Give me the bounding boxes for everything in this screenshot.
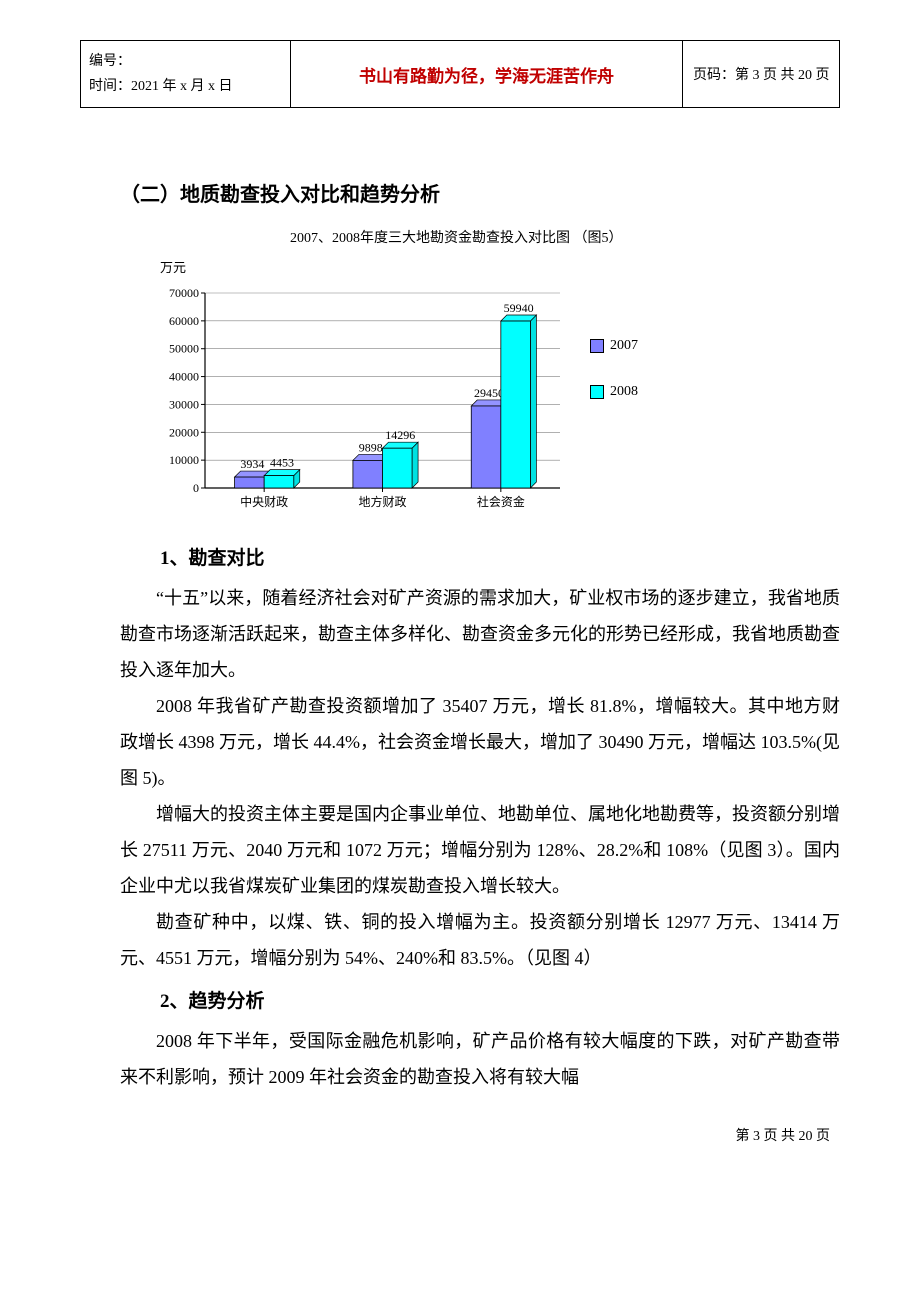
header-box: 编号： 时间：2021 年 x 月 x 日 书山有路勤为径，学海无涯苦作舟 页码…: [80, 40, 840, 108]
footer-page-number: 第 3 页 共 20 页: [80, 1125, 840, 1145]
svg-text:30000: 30000: [169, 397, 199, 411]
paragraph: 2008 年我省矿产勘查投资额增加了 35407 万元，增长 81.8%，增幅较…: [120, 688, 840, 796]
header-center: 书山有路勤为径，学海无涯苦作舟: [291, 41, 683, 107]
chart-body: 0 10000 20000 30000 40000 50000 60000 70000 3934…: [150, 278, 840, 523]
legend-label: 2008: [610, 384, 638, 400]
svg-text:中央财政: 中央财政: [240, 494, 288, 509]
document-page: 编号： 时间：2021 年 x 月 x 日 书山有路勤为径，学海无涯苦作舟 页码…: [0, 0, 920, 1185]
legend-item: 2007: [590, 338, 638, 354]
subheading-2: 2、趋势分析: [160, 986, 840, 1013]
svg-text:59940: 59940: [504, 301, 534, 315]
header-serial: 编号：: [89, 49, 282, 74]
legend-swatch: [590, 385, 604, 399]
legend-swatch: [590, 339, 604, 353]
chart-legend: 2007 2008: [590, 338, 638, 430]
header-time: 时间：2021 年 x 月 x 日: [89, 74, 282, 99]
svg-text:50000: 50000: [169, 342, 199, 356]
chart-unit-label: 万元: [160, 257, 840, 276]
bar-chart-svg: 0 10000 20000 30000 40000 50000 60000 70000 3934…: [150, 278, 570, 518]
svg-text:0: 0: [193, 481, 199, 495]
paragraph: 勘查矿种中，以煤、铁、铜的投入增幅为主。投资额分别增长 12977 万元、134…: [120, 904, 840, 976]
legend-item: 2008: [590, 384, 638, 400]
svg-text:40000: 40000: [169, 370, 199, 384]
chart-title: 2007、2008年度三大地勘资金勘查投入对比图 （图5）: [290, 227, 840, 247]
svg-text:地方财政: 地方财政: [358, 494, 406, 509]
svg-text:10000: 10000: [169, 453, 199, 467]
svg-text:29450: 29450: [474, 386, 504, 400]
paragraph: 2008 年下半年，受国际金融危机影响，矿产品价格有较大幅度的下跌，对矿产勘查带…: [120, 1023, 840, 1095]
paragraph: 增幅大的投资主体主要是国内企事业单位、地勘单位、属地化地勘费等，投资额分别增长 …: [120, 796, 840, 904]
svg-text:60000: 60000: [169, 314, 199, 328]
svg-text:社会资金: 社会资金: [477, 494, 525, 509]
svg-text:20000: 20000: [169, 425, 199, 439]
subheading-1: 1、勘查对比: [160, 543, 840, 570]
header-left: 编号： 时间：2021 年 x 月 x 日: [81, 41, 291, 107]
paragraph: “十五”以来，随着经济社会对矿产资源的需求加大，矿业权市场的逐步建立，我省地质勘…: [120, 580, 840, 688]
svg-text:9898: 9898: [359, 440, 383, 454]
legend-label: 2007: [610, 338, 638, 354]
svg-text:14296: 14296: [385, 428, 415, 442]
chart-container: 2007、2008年度三大地勘资金勘查投入对比图 （图5） 万元 0 10000 2…: [150, 227, 840, 523]
section-heading: （二）地质勘查投入对比和趋势分析: [120, 178, 840, 207]
chart-plot: 0 10000 20000 30000 40000 50000 60000 70000 3934…: [150, 278, 570, 523]
svg-text:70000: 70000: [169, 286, 199, 300]
svg-text:4453: 4453: [270, 456, 294, 470]
svg-text:3934: 3934: [240, 457, 264, 471]
header-right: 页码：第 3 页 共 20 页: [683, 41, 839, 107]
